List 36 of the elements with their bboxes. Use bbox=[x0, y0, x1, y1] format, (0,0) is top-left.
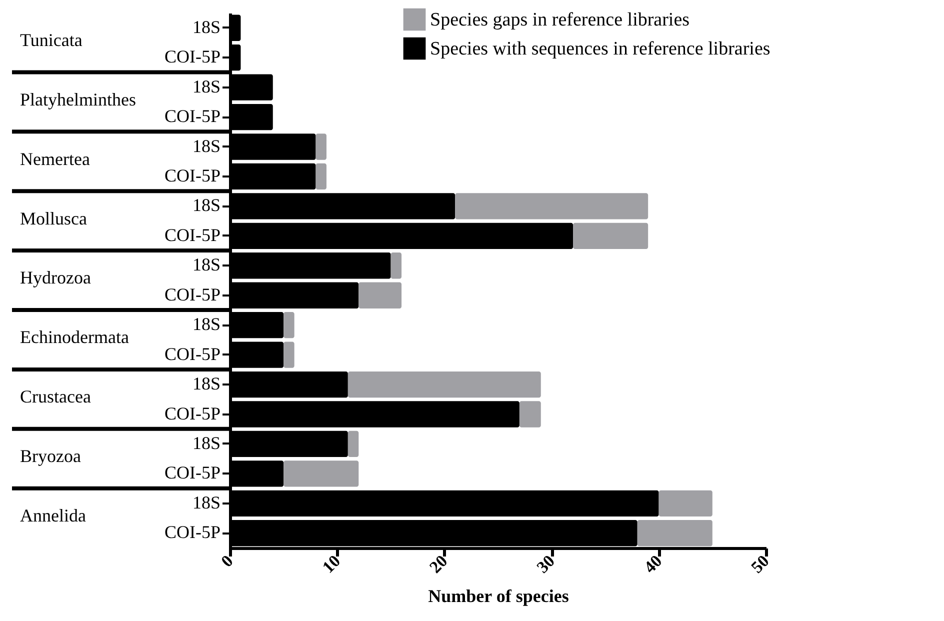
y-tick-label: COI-5P bbox=[164, 165, 220, 186]
y-tick-label: 18S bbox=[192, 136, 220, 156]
text: Hydrozoa bbox=[20, 268, 91, 288]
y-tick-label: 18S bbox=[192, 16, 220, 37]
text: Bryozoa bbox=[20, 446, 81, 466]
text: Platyhelminthes bbox=[20, 89, 136, 110]
y-tick-label: 18S bbox=[192, 195, 220, 216]
text: Annelida bbox=[20, 505, 86, 526]
y-tick-label: COI-5P bbox=[164, 462, 220, 483]
y-tick-label: 18S bbox=[192, 76, 220, 96]
y-tick-label: 18S bbox=[192, 492, 220, 512]
x-tick-label: 30 bbox=[533, 551, 558, 577]
y-tick-label: COI-5P bbox=[164, 46, 220, 67]
text: Nemertea bbox=[20, 148, 90, 169]
y-tick-label: 18S bbox=[192, 314, 220, 334]
y-tick-label: COI-5P bbox=[164, 344, 220, 364]
y-tick-label: COI-5P bbox=[164, 224, 220, 245]
x-tick-label: 10 bbox=[318, 551, 344, 577]
y-tick-label: COI-5P bbox=[164, 403, 220, 424]
y-tick-label: 18S bbox=[192, 374, 220, 394]
x-tick-label: 20 bbox=[426, 551, 452, 577]
x-tick-label: 40 bbox=[640, 551, 666, 577]
text: Tunicata bbox=[20, 30, 82, 50]
legend-label: Species gaps in reference libraries bbox=[430, 10, 690, 30]
text: Mollusca bbox=[20, 208, 87, 228]
y-tick-label: COI-5P bbox=[164, 522, 220, 542]
x-tick-label: 50 bbox=[747, 551, 773, 577]
y-tick-label: COI-5P bbox=[164, 284, 220, 304]
y-tick-label: 18S bbox=[192, 254, 220, 275]
text: Echinodermata bbox=[20, 327, 129, 348]
text: Crustacea bbox=[20, 386, 91, 407]
x-axis-title: Number of species bbox=[428, 586, 569, 606]
y-tick-label: 18S bbox=[192, 432, 220, 453]
y-tick-label: COI-5P bbox=[164, 106, 220, 126]
x-tick-label: 0 bbox=[217, 551, 237, 571]
legend-label: Species with sequences in reference libraries bbox=[430, 38, 770, 60]
